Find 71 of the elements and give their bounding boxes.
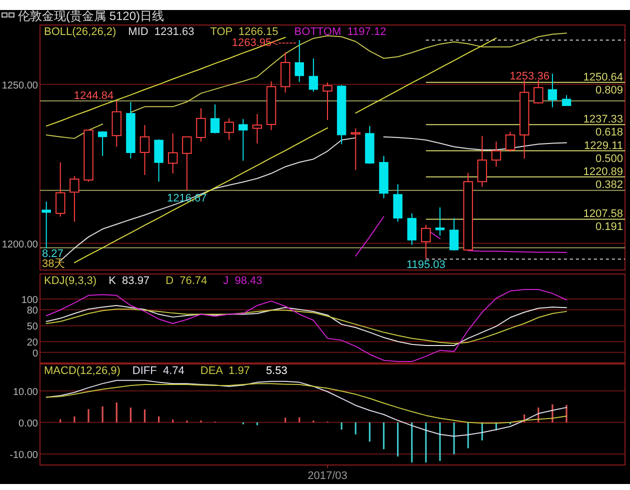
annotation: 38天 (42, 258, 66, 270)
y-tick-label: 10.00 (12, 386, 38, 398)
legend-title: BOLL(26,26,2) (44, 26, 116, 38)
chart-title: 伦敦金现(贵金属 5120)日线 (18, 9, 164, 23)
annotation: 1253.36 (510, 70, 550, 83)
line-series (46, 288, 568, 362)
y-tick-label: 50 (26, 322, 38, 333)
candlestick (421, 224, 431, 260)
candlestick (534, 79, 544, 104)
annotation: 0.382 (595, 178, 623, 191)
annotation: 1244.84 (74, 90, 114, 102)
line-series (46, 380, 568, 437)
series-label: TOP 1266.15 (210, 26, 278, 38)
annotation: 1195.03 (406, 259, 446, 271)
candlestick (70, 175, 80, 222)
ref-line-label: 1220.89 (583, 166, 623, 178)
candlestick (477, 135, 488, 188)
candlestick (42, 201, 51, 249)
ref-line-label: 1229.11 (584, 140, 623, 152)
text: BOTTOM 1197.12 (294, 26, 386, 38)
candlestick (449, 218, 459, 252)
candlestick (210, 104, 220, 134)
annotation: 0.809 (595, 84, 623, 96)
candlestick (435, 206, 445, 236)
series-label: DEA 1.97 (200, 365, 250, 377)
y-tick-label: 1200.00 (2, 239, 38, 250)
candlestick (505, 131, 516, 152)
candlestick (294, 40, 304, 82)
candlestick (98, 130, 108, 156)
ref-line-label: 1207.58 (583, 208, 623, 220)
series-label: J 98.43 (223, 275, 262, 287)
candlestick (56, 162, 66, 218)
candlestick (322, 82, 332, 121)
y-tick-label: 80 (26, 306, 38, 317)
candlestick (548, 73, 558, 108)
y-tick-label: 20 (26, 338, 38, 349)
y-tick-label: -10.00 (10, 450, 38, 461)
legend-title: KDJ(9,3,3) (44, 275, 97, 287)
y-tick-label: 0 (32, 348, 38, 360)
text: MID 1231.63 (128, 26, 194, 38)
x-tick-label: 2017/03 (308, 470, 348, 482)
annotation: 8.27 (42, 248, 64, 260)
y-tick-label: 100 (21, 295, 38, 306)
candlestick (140, 124, 150, 176)
series-label: DIFF 4.74 (132, 365, 184, 377)
annotation: 0.618 (595, 126, 623, 139)
candlestick (491, 141, 502, 168)
candlestick (407, 212, 416, 246)
annotation: 5.53 (266, 365, 288, 377)
candlestick (224, 118, 234, 141)
text: D 76.74 (166, 275, 208, 287)
candlestick (154, 138, 164, 182)
y-tick-label: 1250.00 (2, 80, 38, 92)
candlestick (168, 132, 178, 174)
legend-title: MACD(12,26,9) (44, 365, 120, 377)
candlestick (182, 136, 192, 191)
candlestick (112, 100, 122, 148)
annotation: 0.191 (595, 221, 623, 234)
candlestick (252, 113, 262, 144)
series-label: K 83.97 (108, 275, 150, 287)
line-series (46, 383, 568, 424)
candlestick (393, 184, 402, 222)
y-tick-label: 0.00 (18, 418, 38, 430)
candlestick (562, 94, 572, 106)
ref-line-label: 1237.33 (583, 114, 623, 126)
candlestick (308, 58, 318, 92)
annotation: 0.500 (595, 152, 623, 165)
ref-line-label: 1250.64 (583, 71, 623, 84)
candlestick (238, 118, 248, 162)
candlestick (196, 108, 206, 142)
candlestick (350, 128, 360, 170)
